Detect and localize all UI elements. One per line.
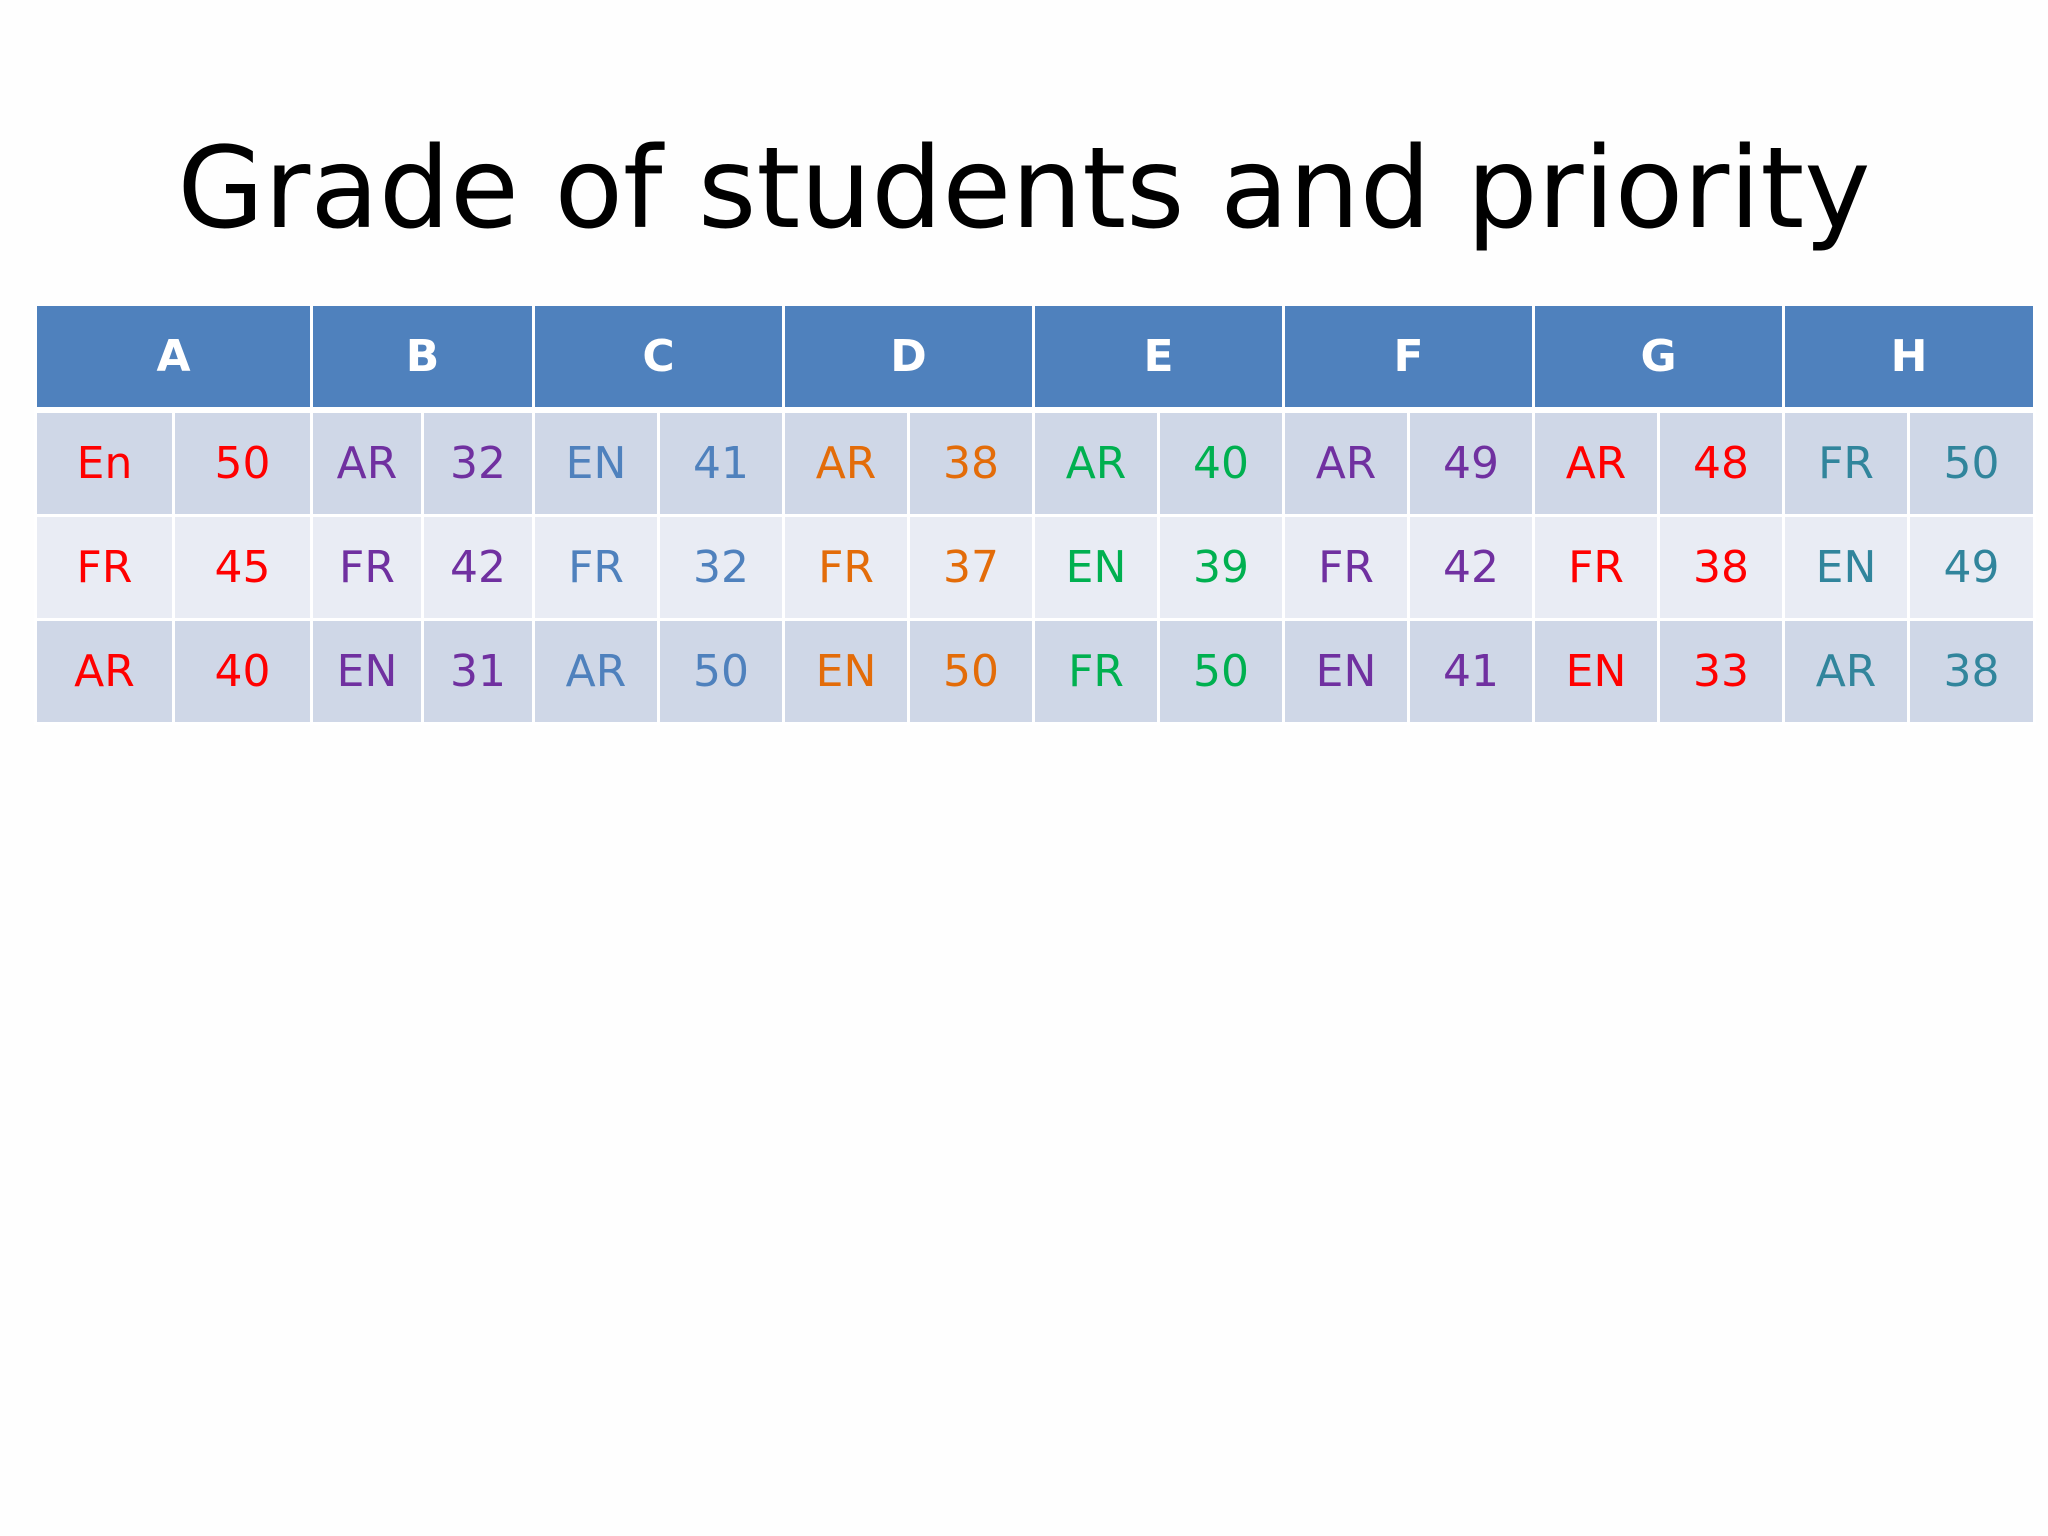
header-row: A B C D E F G H — [34, 306, 2037, 413]
language-cell: FR — [310, 514, 424, 621]
grade-cell: 41 — [1407, 618, 1536, 725]
grade-cell: 45 — [172, 514, 313, 621]
grade-cell: 42 — [1407, 514, 1536, 621]
language-cell: EN — [782, 618, 911, 725]
language-cell: AR — [1282, 408, 1411, 517]
grade-cell: 38 — [907, 408, 1036, 517]
language-cell: EN — [1532, 618, 1661, 725]
grade-table: A B C D E F G H En 50 AR 32 EN 41 AR 38 … — [34, 306, 2037, 725]
language-cell: FR — [782, 514, 911, 621]
grade-cell: 40 — [172, 618, 313, 725]
grade-cell: 48 — [1657, 408, 1786, 517]
group-header-g: G — [1532, 306, 1786, 413]
grade-cell: 42 — [420, 514, 536, 621]
table-row-3: AR 40 EN 31 AR 50 EN 50 FR 50 EN 41 EN 3… — [34, 618, 2037, 725]
language-cell: AR — [532, 618, 661, 725]
language-cell: EN — [310, 618, 424, 725]
grade-cell: 37 — [907, 514, 1036, 621]
language-cell: AR — [1032, 408, 1161, 517]
grade-cell: 32 — [657, 514, 786, 621]
grade-cell: 41 — [657, 408, 786, 517]
grade-cell: 49 — [1907, 514, 2037, 621]
language-cell: AR — [1782, 618, 1911, 725]
table-row-1: En 50 AR 32 EN 41 AR 38 AR 40 AR 49 AR 4… — [34, 408, 2037, 517]
table-row-2: FR 45 FR 42 FR 32 FR 37 EN 39 FR 42 FR 3… — [34, 514, 2037, 621]
language-cell: FR — [1782, 408, 1911, 517]
group-header-h: H — [1782, 306, 2037, 413]
language-cell: FR — [1032, 618, 1161, 725]
grade-cell: 49 — [1407, 408, 1536, 517]
grade-cell: 39 — [1157, 514, 1286, 621]
language-cell: AR — [310, 408, 424, 517]
language-cell: FR — [34, 514, 175, 621]
group-header-b: B — [309, 306, 536, 413]
grade-cell: 33 — [1657, 618, 1786, 725]
language-cell: AR — [1532, 408, 1661, 517]
group-header-a: A — [34, 306, 313, 413]
grade-cell: 38 — [1907, 618, 2037, 725]
language-cell: En — [34, 408, 175, 517]
language-cell: EN — [1032, 514, 1161, 621]
grade-cell: 50 — [1157, 618, 1286, 725]
language-cell: EN — [1282, 618, 1411, 725]
grade-cell: 32 — [420, 408, 536, 517]
grade-cell: 40 — [1157, 408, 1286, 517]
grade-cell: 50 — [907, 618, 1036, 725]
slide-title: Grade of students and priority — [177, 124, 1871, 254]
group-header-f: F — [1282, 306, 1536, 413]
language-cell: FR — [1282, 514, 1411, 621]
group-header-e: E — [1032, 306, 1286, 413]
language-cell: FR — [532, 514, 661, 621]
grade-cell: 50 — [657, 618, 786, 725]
language-cell: EN — [532, 408, 661, 517]
grade-cell: 31 — [420, 618, 536, 725]
grade-cell: 50 — [1907, 408, 2037, 517]
language-cell: AR — [782, 408, 911, 517]
group-header-d: D — [782, 306, 1036, 413]
language-cell: EN — [1782, 514, 1911, 621]
grade-cell: 50 — [172, 408, 313, 517]
group-header-c: C — [532, 306, 786, 413]
grade-cell: 38 — [1657, 514, 1786, 621]
language-cell: AR — [34, 618, 175, 725]
language-cell: FR — [1532, 514, 1661, 621]
